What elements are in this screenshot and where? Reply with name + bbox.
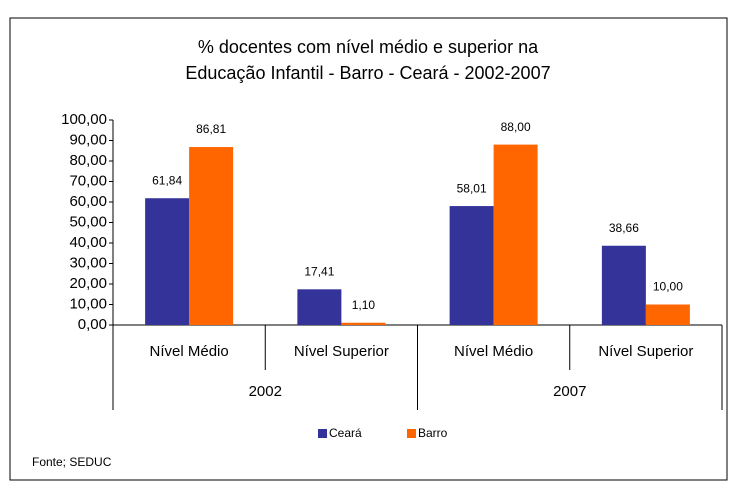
data-label: 58,01 xyxy=(457,181,487,195)
x-tick-label: Nível Médio xyxy=(454,343,533,360)
bar xyxy=(145,198,190,325)
y-tick-label: 90,00 xyxy=(69,131,107,148)
bar xyxy=(297,289,342,325)
y-tick-label: 70,00 xyxy=(69,172,107,189)
y-tick-label: 100,00 xyxy=(61,111,107,128)
legend-label: Barro xyxy=(418,426,448,440)
data-label: 38,66 xyxy=(609,221,639,235)
legend-swatch xyxy=(318,429,327,438)
y-tick-label: 50,00 xyxy=(69,213,107,230)
legend-label: Ceará xyxy=(329,426,362,440)
bar xyxy=(493,144,538,325)
bar xyxy=(189,147,234,325)
y-tick-label: 10,00 xyxy=(69,295,107,312)
chart-title: % docentes com nível médio e superior na xyxy=(198,37,539,57)
data-label: 61,84 xyxy=(152,173,182,187)
bar xyxy=(645,304,690,325)
bar xyxy=(601,245,646,325)
data-label: 86,81 xyxy=(196,122,226,136)
bar xyxy=(341,322,386,325)
chart-title: Educação Infantil - Barro - Ceará - 2002… xyxy=(185,63,550,83)
group-label: 2007 xyxy=(553,383,586,400)
x-tick-label: Nível Médio xyxy=(150,343,229,360)
y-tick-label: 30,00 xyxy=(69,254,107,271)
group-label: 2002 xyxy=(249,383,282,400)
y-tick-label: 60,00 xyxy=(69,193,107,210)
data-label: 10,00 xyxy=(653,280,683,294)
source-note: Fonte; SEDUC xyxy=(32,455,112,469)
data-label: 17,41 xyxy=(304,264,334,278)
x-tick-label: Nível Superior xyxy=(294,343,389,360)
x-tick-label: Nível Superior xyxy=(598,343,693,360)
y-tick-label: 80,00 xyxy=(69,152,107,169)
y-tick-label: 40,00 xyxy=(69,234,107,251)
y-tick-label: 20,00 xyxy=(69,275,107,292)
data-label: 1,10 xyxy=(352,298,376,312)
data-label: 88,00 xyxy=(501,120,531,134)
legend-swatch xyxy=(407,429,416,438)
bar xyxy=(449,206,494,325)
y-tick-label: 0,00 xyxy=(78,316,107,333)
